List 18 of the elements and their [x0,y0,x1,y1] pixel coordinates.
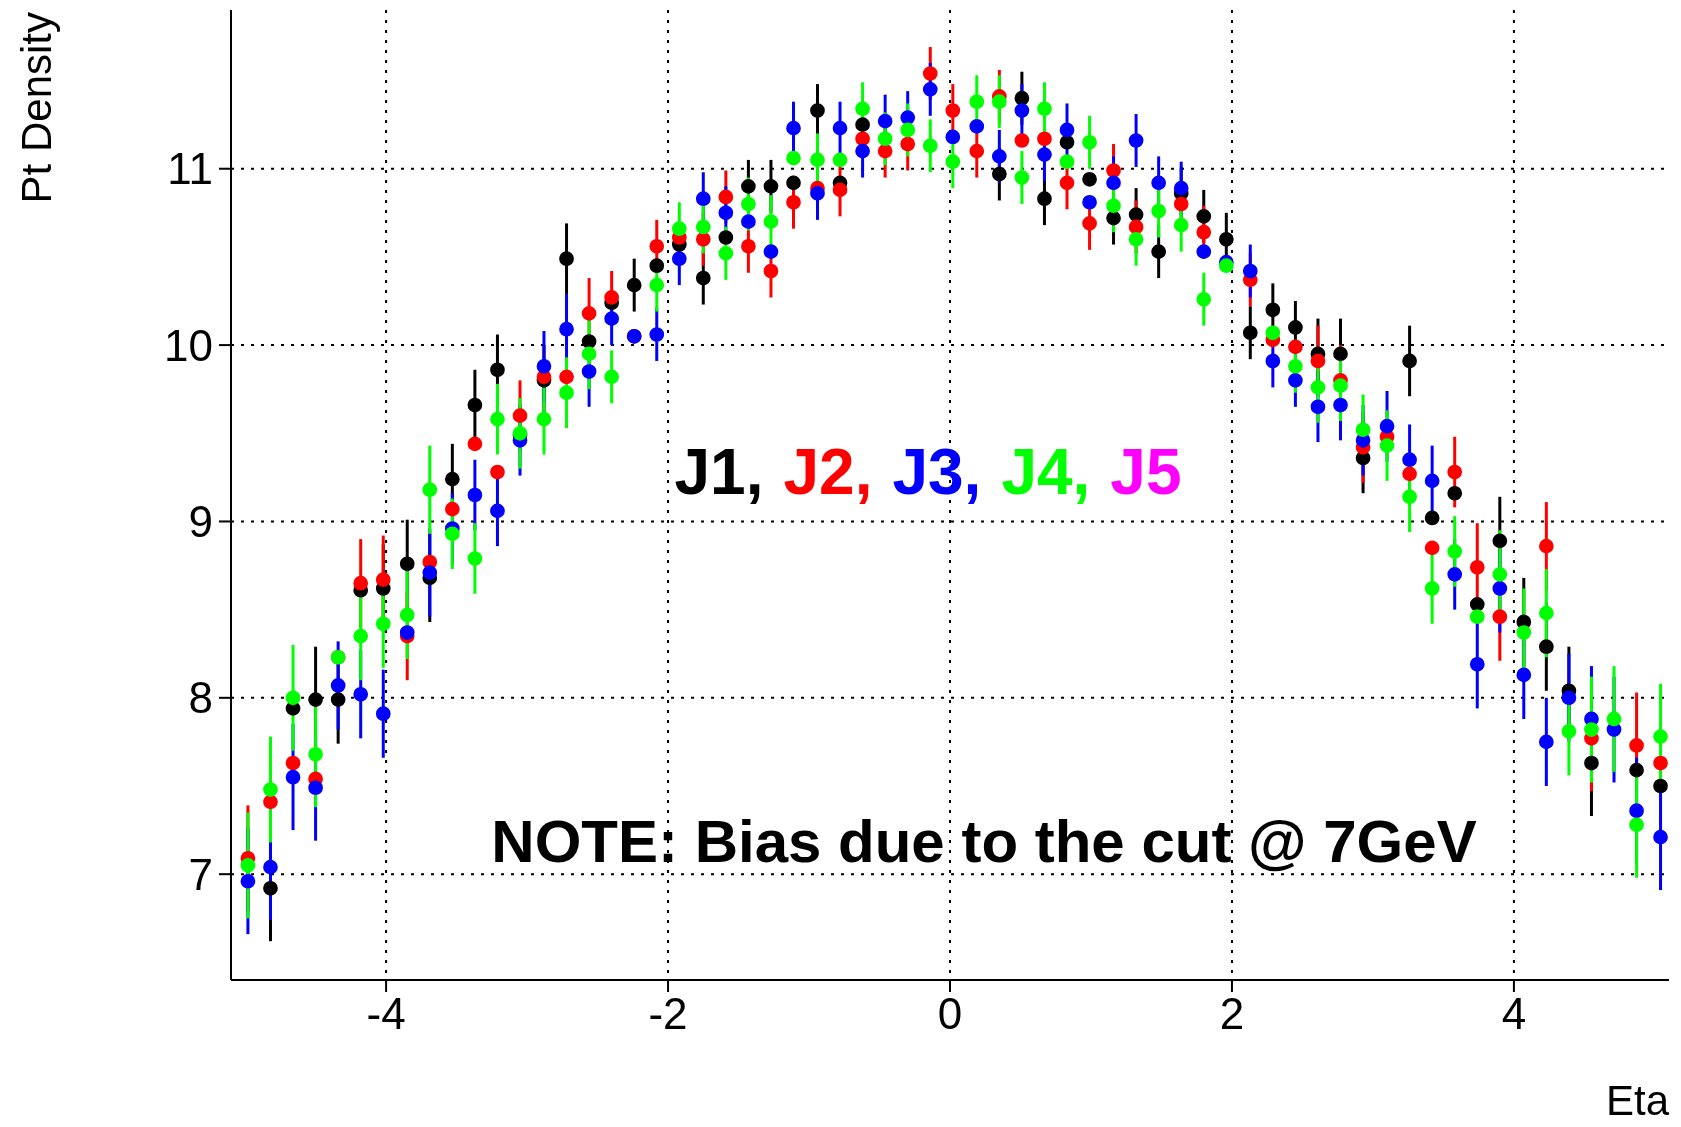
y-tick-label: 9 [188,497,213,547]
text: J4, [1001,436,1091,508]
y-tick-label: 8 [188,673,213,723]
text: J2, [783,436,873,508]
x-tick-label: 2 [1219,989,1245,1039]
y-tick-label: 7 [188,849,213,899]
x-tick-label: 4 [1501,989,1527,1039]
x-axis-title: Eta [1605,1077,1669,1124]
y-tick-label: 11 [167,144,213,194]
y-axis-title: Pt Density [13,12,60,204]
y-tick-label: 10 [164,320,213,370]
text: J3, [892,436,982,508]
x-tick-label: 0 [937,989,963,1039]
annotation: NOTE: Bias due to the cut @ 7GeV [491,808,1477,875]
legend-label: J5 [1110,436,1182,508]
x-tick-label: -2 [648,989,688,1039]
x-tick-label: -4 [366,989,406,1039]
series-label: J1, [674,436,764,508]
